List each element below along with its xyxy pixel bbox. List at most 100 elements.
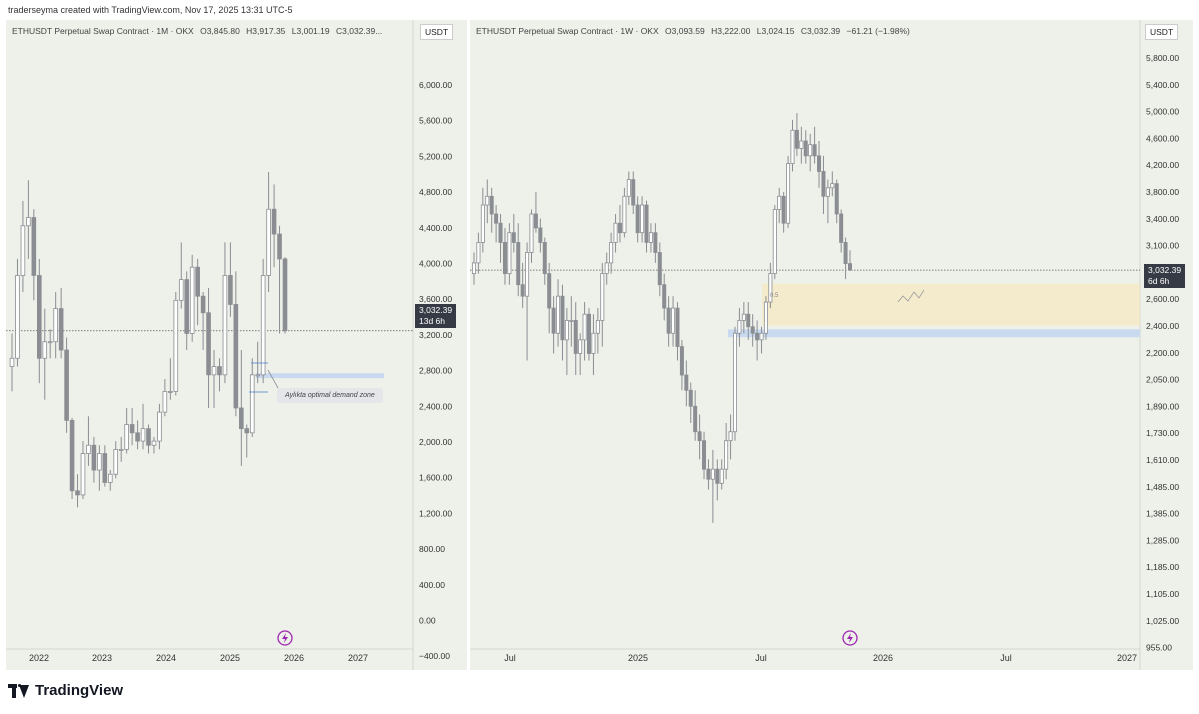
legend-close: C3,032.39... <box>335 26 383 36</box>
lightning-icon[interactable] <box>276 629 296 649</box>
candle <box>485 179 490 224</box>
brand-name: TradingView <box>35 682 124 699</box>
candle <box>124 407 129 454</box>
candle <box>266 171 271 293</box>
candle <box>239 350 244 466</box>
currency-unit-label[interactable]: USDT <box>420 24 454 40</box>
candle <box>635 196 640 243</box>
candle <box>113 441 119 479</box>
candle-body-down <box>135 432 140 442</box>
candle-body-up <box>480 204 485 243</box>
candle <box>613 213 618 253</box>
monthly-chart-panel[interactable]: 6,000.00 5,600.00 5,200.00 4,800.00 4,400.00… <box>6 20 467 670</box>
candle-body-up <box>556 295 561 334</box>
legend-high: H3,222.00 <box>711 26 751 36</box>
candle-body-down <box>520 284 525 297</box>
x-tick-label: 2024 <box>156 653 176 663</box>
candle-body-down <box>617 222 622 234</box>
tradingview-logo[interactable]: TradingView <box>8 682 123 699</box>
candle <box>146 424 151 454</box>
candle <box>26 180 31 259</box>
candle <box>622 187 627 238</box>
candle-body-down <box>206 312 211 376</box>
candle-body-down <box>684 374 689 391</box>
candle-body-up <box>189 266 195 334</box>
lightning-icon[interactable] <box>841 629 861 649</box>
candle <box>476 232 481 274</box>
candle-body-up <box>724 440 729 470</box>
monthly-chart-canvas[interactable]: 6,000.00 5,600.00 5,200.00 4,800.00 4,400.00… <box>6 20 467 670</box>
candle-body-up <box>737 320 742 334</box>
candle-body-down <box>102 453 108 483</box>
candle <box>151 436 157 454</box>
legend-low: L3,024.15 <box>756 26 795 36</box>
candle <box>222 242 228 384</box>
candle-body-up <box>564 320 569 341</box>
weekly-chart-panel[interactable]: 5,800.00 5,400.00 5,000.00 4,600.00 4,200.00… <box>470 20 1193 670</box>
candle <box>631 171 636 214</box>
candle-body-up <box>157 411 162 442</box>
y-tick-label: 5,600.00 <box>419 116 452 126</box>
candle-body-up <box>772 209 777 275</box>
candle <box>135 420 140 450</box>
y-tick-label: 3,100.00 <box>1146 241 1179 251</box>
y-tick-label: 5,400.00 <box>1146 80 1179 90</box>
candle-body-down <box>551 307 556 334</box>
candle-body-up <box>671 307 676 334</box>
candle <box>737 308 742 347</box>
candle-body-down <box>511 232 516 243</box>
demand-zone-annotation[interactable]: Aylıkta optimal demand zone <box>277 388 383 403</box>
candle-body-down <box>69 419 75 492</box>
candle <box>560 284 565 361</box>
candle-body-up <box>719 468 724 484</box>
last-price-tag: 3,032.39 6d 6h <box>1144 264 1186 288</box>
candle-body-down <box>812 144 817 157</box>
candle-body-up <box>763 301 768 334</box>
y-tick-label: 2,000.00 <box>419 437 452 447</box>
candle-body-down <box>644 204 649 243</box>
candle-body-down <box>679 346 684 376</box>
candle-body-up <box>640 204 645 234</box>
y-tick-label: 1,285.00 <box>1146 535 1179 545</box>
candle <box>80 441 86 500</box>
candle <box>763 296 768 340</box>
candle <box>507 223 512 285</box>
y-tick-label: 3,400.00 <box>1146 214 1179 224</box>
candle-body-up <box>604 262 609 275</box>
candle <box>799 126 804 164</box>
candle <box>600 262 605 347</box>
candle <box>702 431 707 480</box>
candle <box>746 302 751 340</box>
candle <box>786 155 791 228</box>
candle <box>69 417 75 500</box>
legend-open: O3,093.59 <box>665 26 705 36</box>
candle <box>710 449 715 523</box>
annotation-pointer <box>267 369 279 389</box>
candle <box>277 225 282 334</box>
candle-body-up <box>648 232 653 243</box>
candle-body-down <box>282 258 288 332</box>
candle <box>657 242 662 297</box>
candle-body-down <box>75 490 80 496</box>
candle-body-up <box>741 313 746 321</box>
candle-body-up <box>790 129 795 164</box>
candle <box>480 187 485 253</box>
candle-body-down <box>489 195 494 215</box>
candle <box>184 271 190 350</box>
candle-body-down <box>794 129 799 149</box>
candle-body-down <box>498 222 503 243</box>
y-tick-label: 4,000.00 <box>419 259 452 269</box>
weekly-chart-canvas[interactable]: 5,800.00 5,400.00 5,000.00 4,600.00 4,200.00… <box>470 20 1193 670</box>
candle-body-up <box>476 242 481 264</box>
candle-body-down <box>91 444 97 471</box>
candle <box>75 474 80 508</box>
candle-body-up <box>118 448 124 451</box>
candle <box>640 196 645 243</box>
candle <box>489 187 494 233</box>
candle <box>260 258 266 384</box>
candle <box>547 262 552 334</box>
candle <box>595 308 600 354</box>
candle-body-up <box>786 163 791 224</box>
candle <box>666 296 671 347</box>
currency-unit-label[interactable]: USDT <box>1145 24 1179 40</box>
